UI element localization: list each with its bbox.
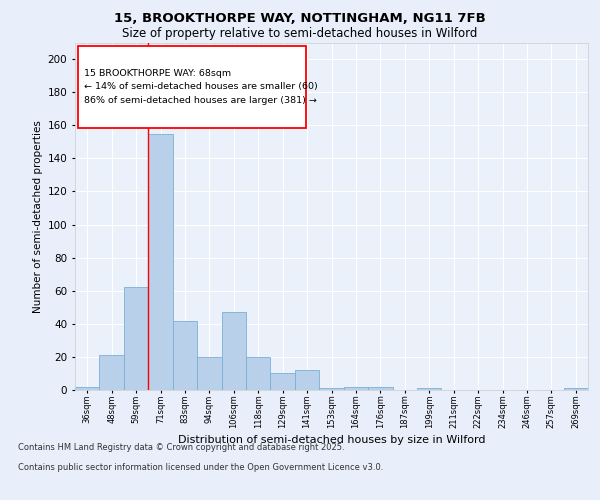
Bar bbox=[417, 388, 442, 390]
Bar bbox=[271, 374, 295, 390]
Text: Contains public sector information licensed under the Open Government Licence v3: Contains public sector information licen… bbox=[18, 462, 383, 471]
Bar bbox=[124, 288, 148, 390]
Bar bbox=[148, 134, 173, 390]
Bar bbox=[295, 370, 319, 390]
Y-axis label: Number of semi-detached properties: Number of semi-detached properties bbox=[34, 120, 43, 312]
FancyBboxPatch shape bbox=[77, 46, 306, 128]
Bar bbox=[197, 357, 221, 390]
Bar bbox=[563, 388, 588, 390]
X-axis label: Distribution of semi-detached houses by size in Wilford: Distribution of semi-detached houses by … bbox=[178, 435, 485, 445]
Text: 15 BROOKTHORPE WAY: 68sqm
← 14% of semi-detached houses are smaller (60)
86% of : 15 BROOKTHORPE WAY: 68sqm ← 14% of semi-… bbox=[84, 69, 317, 104]
Text: Size of property relative to semi-detached houses in Wilford: Size of property relative to semi-detach… bbox=[122, 28, 478, 40]
Bar bbox=[75, 386, 100, 390]
Bar bbox=[221, 312, 246, 390]
Text: Contains HM Land Registry data © Crown copyright and database right 2025.: Contains HM Land Registry data © Crown c… bbox=[18, 442, 344, 452]
Bar bbox=[100, 355, 124, 390]
Bar bbox=[368, 386, 392, 390]
Text: 15, BROOKTHORPE WAY, NOTTINGHAM, NG11 7FB: 15, BROOKTHORPE WAY, NOTTINGHAM, NG11 7F… bbox=[114, 12, 486, 26]
Bar bbox=[246, 357, 271, 390]
Bar bbox=[319, 388, 344, 390]
Bar bbox=[173, 320, 197, 390]
Bar bbox=[344, 386, 368, 390]
